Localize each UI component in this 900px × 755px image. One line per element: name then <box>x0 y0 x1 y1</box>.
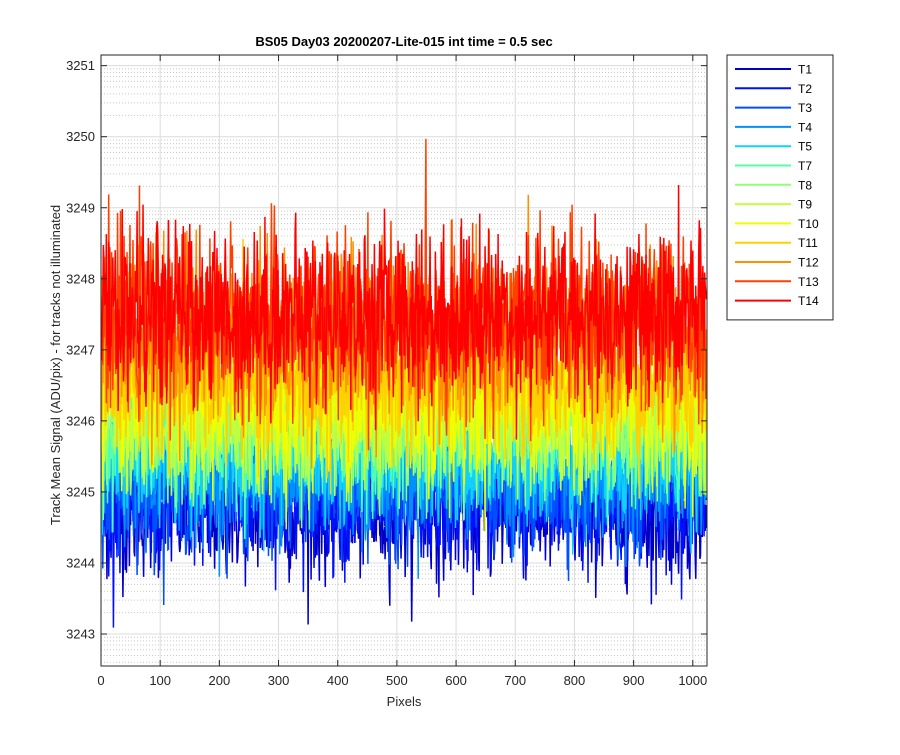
y-tick-label: 3248 <box>66 271 95 286</box>
legend-label-t13: T13 <box>798 275 819 289</box>
y-tick-label: 3247 <box>66 342 95 357</box>
y-axis-label: Track Mean Signal (ADU/pix) - for tracks… <box>48 205 63 525</box>
y-tick-label: 3251 <box>66 58 95 73</box>
x-tick-label: 800 <box>564 673 586 688</box>
x-tick-label: 300 <box>268 673 290 688</box>
legend: T1 T2 T3 T4 T5 T7 T8 T9 T10 T11 T12 T13 T14 <box>726 54 834 321</box>
chart-title: BS05 Day03 20200207-Lite-015 int time = … <box>255 34 552 49</box>
x-tick-label: 700 <box>504 673 526 688</box>
x-tick-label: 400 <box>327 673 349 688</box>
series-line-t14 <box>101 184 707 440</box>
x-tick-label: 600 <box>445 673 467 688</box>
y-tick-label: 3249 <box>66 200 95 215</box>
plot-series <box>101 138 707 628</box>
y-tick-label: 3243 <box>66 627 95 642</box>
x-tick-label: 1000 <box>678 673 707 688</box>
legend-label-t8: T8 <box>798 178 812 192</box>
y-tick-label: 3250 <box>66 129 95 144</box>
legend-label-t11: T11 <box>798 236 818 250</box>
legend-label-t7: T7 <box>798 159 812 173</box>
y-tick-label: 3244 <box>66 555 95 570</box>
legend-label-t10: T10 <box>798 217 819 231</box>
x-tick-label: 500 <box>386 673 408 688</box>
y-tick-label: 3246 <box>66 413 95 428</box>
legend-label-t9: T9 <box>798 198 812 212</box>
x-tick-label: 200 <box>209 673 231 688</box>
y-tick-label: 3245 <box>66 484 95 499</box>
legend-label-t14: T14 <box>798 294 819 308</box>
axes: 0 100 200 300 400 500 600 700 800 900 1000 3243 3244… <box>66 54 708 688</box>
plot-area-border <box>100 54 708 667</box>
legend-label-t12: T12 <box>798 256 819 270</box>
legend-label-t1: T1 <box>798 63 812 77</box>
x-tick-label: 900 <box>623 673 645 688</box>
x-axis-label: Pixels <box>387 694 422 709</box>
x-tick-label: 100 <box>149 673 171 688</box>
x-tick-label: 0 <box>97 673 104 688</box>
legend-label-t2: T2 <box>798 82 812 96</box>
legend-label-t3: T3 <box>798 101 812 115</box>
legend-label-t5: T5 <box>798 140 812 154</box>
legend-label-t4: T4 <box>798 120 812 134</box>
legend-box <box>726 54 834 321</box>
